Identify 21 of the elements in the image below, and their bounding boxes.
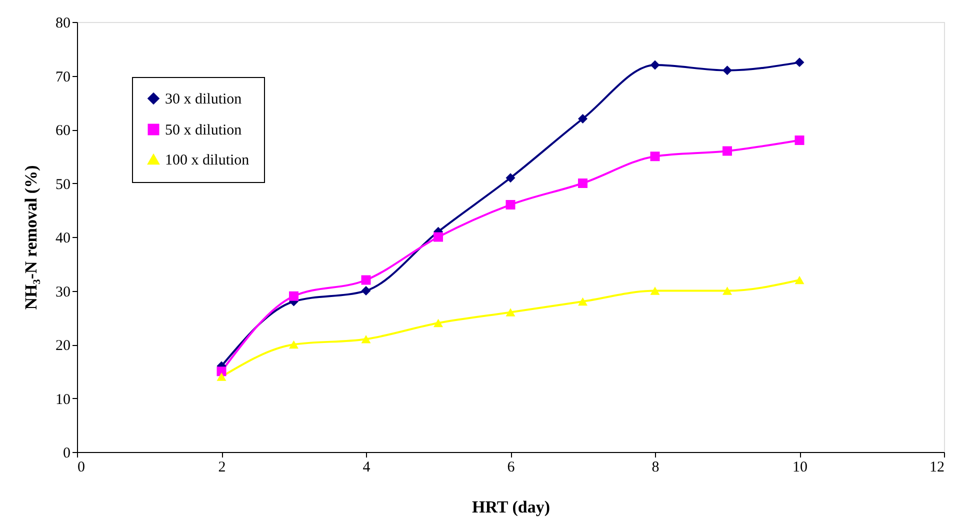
x-axis-title: HRT (day) — [472, 498, 550, 516]
y-tick-label: 60 — [56, 123, 70, 139]
x-tick-label: 0 — [78, 460, 85, 476]
y-tick-label: 0 — [63, 446, 70, 462]
y-axis-title: NH₃-N removal (%) — [22, 165, 40, 310]
legend-label: 50 x dilution — [165, 122, 242, 138]
x-tick-label: 4 — [362, 460, 371, 476]
legend-label: 100 x dilution — [165, 152, 250, 168]
x-tick-label: 8 — [652, 460, 660, 476]
x-tick-label: 12 — [930, 460, 944, 476]
y-tick-label: 50 — [56, 176, 70, 193]
x-tick-label: 6 — [507, 460, 516, 476]
y-tick-label: 80 — [56, 16, 70, 32]
x-tick-label: 10 — [792, 460, 808, 476]
y-tick-label: 30 — [56, 284, 70, 300]
x-tick-label: 2 — [218, 460, 226, 476]
y-tick-label: 20 — [56, 338, 70, 354]
legend-label: 30 x dilution — [165, 92, 242, 108]
y-tick-label: 70 — [56, 69, 70, 86]
y-tick-label: 40 — [56, 230, 70, 246]
y-tick-label: 10 — [56, 392, 70, 408]
